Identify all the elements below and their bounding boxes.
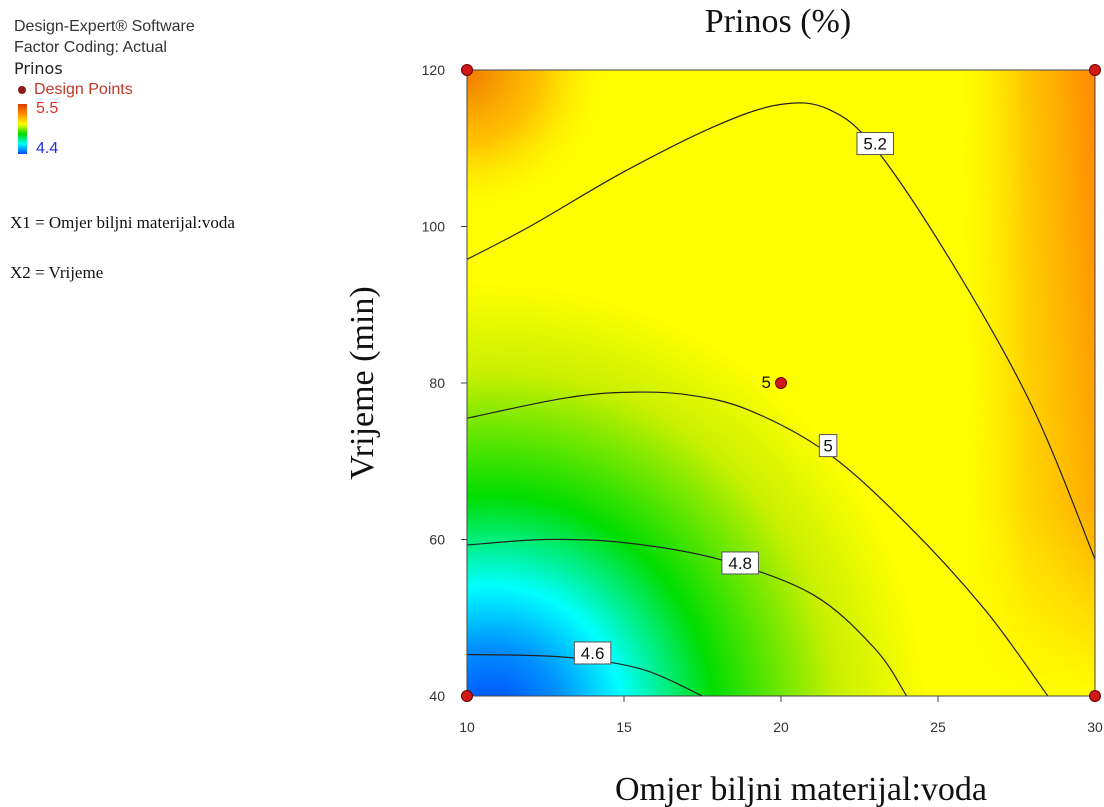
contour-label-text: 5.2: [863, 135, 887, 154]
contour-label-text: 5: [823, 437, 832, 456]
design-point: [1089, 64, 1101, 76]
contour-line: [467, 391, 1049, 696]
design-point: [461, 690, 473, 702]
design-point-label: 5: [762, 373, 771, 392]
x-tick-label: 30: [1087, 719, 1103, 735]
contour-label-text: 4.6: [581, 644, 605, 663]
contour-label-box: [818, 434, 838, 458]
contour-line: [467, 538, 908, 696]
x-tick-label: 10: [459, 719, 475, 735]
contour-label: 5: [818, 434, 838, 458]
design-point-icon: [18, 85, 26, 94]
design-point: [775, 377, 787, 389]
chart-title: Prinos (%): [705, 3, 851, 40]
contour-lines: [467, 102, 1095, 696]
x-axis-title: Omjer biljni materijal:voda: [615, 771, 987, 807]
y-tick-label: 80: [429, 375, 445, 391]
design-point: [1089, 690, 1101, 702]
factor-x2: X2 = Vrijeme: [10, 263, 104, 282]
x-axis: 10 15 20 25 30: [459, 696, 1103, 735]
software-name: Design-Expert® Software: [14, 18, 195, 35]
factor-coding: Factor Coding: Actual: [14, 39, 167, 56]
design-point: [461, 64, 473, 76]
y-tick-label: 60: [429, 532, 445, 548]
contour-label: 5.2: [856, 132, 894, 156]
color-scale: 5.5 4.4: [18, 100, 195, 158]
y-axis: 40 60 80 100 120: [422, 62, 467, 704]
y-tick-label: 100: [422, 219, 446, 235]
contour-label: 4.8: [721, 551, 759, 575]
color-scale-min: 4.4: [36, 140, 59, 157]
contour-label-box: [573, 641, 612, 665]
factor-x1: X1 = Omjer biljni materijal:voda: [10, 213, 235, 232]
contour-label-box: [721, 551, 759, 575]
contour-label-text: 4.8: [728, 554, 752, 573]
color-scale-max: 5.5: [36, 100, 59, 117]
design-points-label: Design Points: [34, 81, 133, 98]
response-name: Prinos: [14, 59, 63, 78]
y-tick-label: 120: [422, 62, 446, 78]
y-tick-label: 40: [429, 688, 445, 704]
x-tick-label: 25: [930, 719, 946, 735]
contour-label-box: [856, 132, 894, 156]
design-points-legend: Design Points: [18, 79, 195, 100]
info-panel: Design-Expert® Software Factor Coding: A…: [14, 16, 195, 158]
contour-labels: 4.6 4.8 5 5.2: [573, 132, 894, 665]
y-axis-title: Vrijeme (min): [344, 286, 381, 479]
contour-label: 4.6: [573, 641, 612, 665]
contour-line: [467, 102, 1095, 560]
color-scale-bar: [18, 104, 27, 154]
x-tick-label: 20: [773, 719, 789, 735]
x-tick-label: 15: [616, 719, 632, 735]
design-points: 5: [461, 64, 1101, 702]
